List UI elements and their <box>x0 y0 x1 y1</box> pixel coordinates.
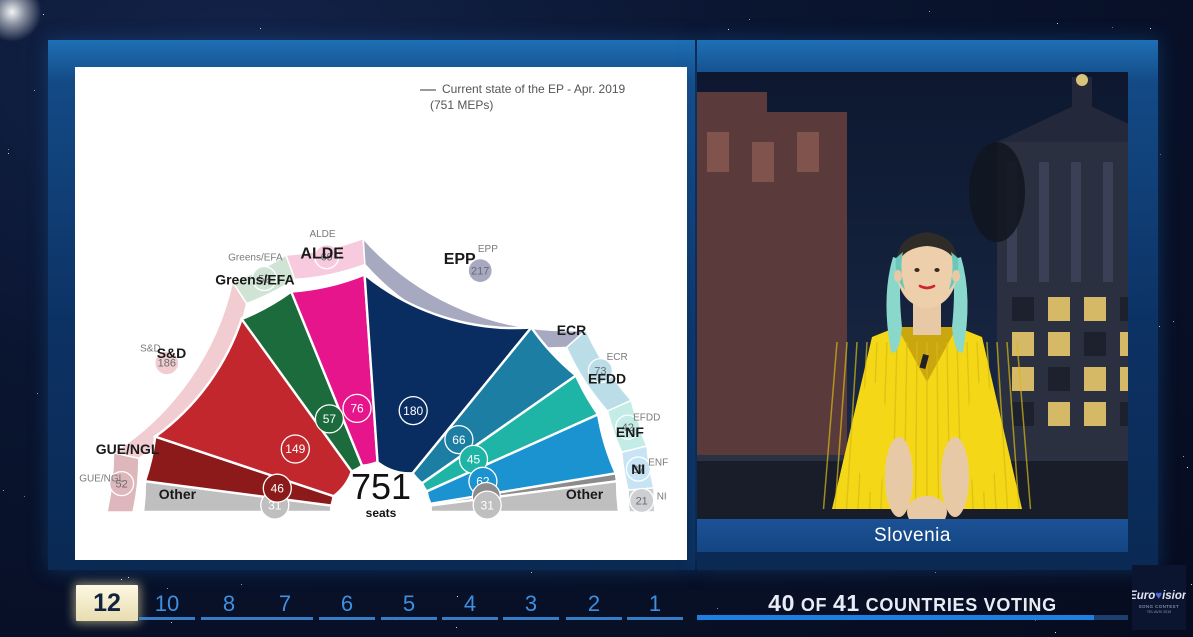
svg-text:ENF: ENF <box>616 424 644 440</box>
svg-text:45: 45 <box>467 453 481 467</box>
svg-text:ENF: ENF <box>648 458 668 469</box>
svg-text:TEL AVIV 2019: TEL AVIV 2019 <box>1147 610 1171 614</box>
svg-text:ECR: ECR <box>557 322 587 338</box>
svg-text:57: 57 <box>323 412 337 426</box>
svg-text:EPP: EPP <box>478 244 498 255</box>
svg-text:ECR: ECR <box>607 352 628 363</box>
svg-text:GUE/NGL: GUE/NGL <box>96 441 160 457</box>
svg-text:SONG CONTEST: SONG CONTEST <box>1139 604 1179 609</box>
svg-text:EFDD: EFDD <box>588 371 626 387</box>
svg-text:EPP: EPP <box>444 251 476 268</box>
svg-text:EFDD: EFDD <box>633 413 660 424</box>
svg-text:S&D: S&D <box>157 345 187 361</box>
svg-text:ALDE: ALDE <box>309 229 335 240</box>
svg-text:76: 76 <box>350 402 364 416</box>
svg-text:149: 149 <box>285 442 305 456</box>
svg-text:ALDE: ALDE <box>300 246 344 263</box>
svg-text:Euro♥ision: Euro♥ision <box>1132 590 1186 602</box>
svg-text:66: 66 <box>452 433 466 447</box>
svg-text:180: 180 <box>403 404 423 418</box>
svg-text:Greens/EFA: Greens/EFA <box>215 272 294 288</box>
svg-text:Greens/EFA: Greens/EFA <box>228 253 283 264</box>
